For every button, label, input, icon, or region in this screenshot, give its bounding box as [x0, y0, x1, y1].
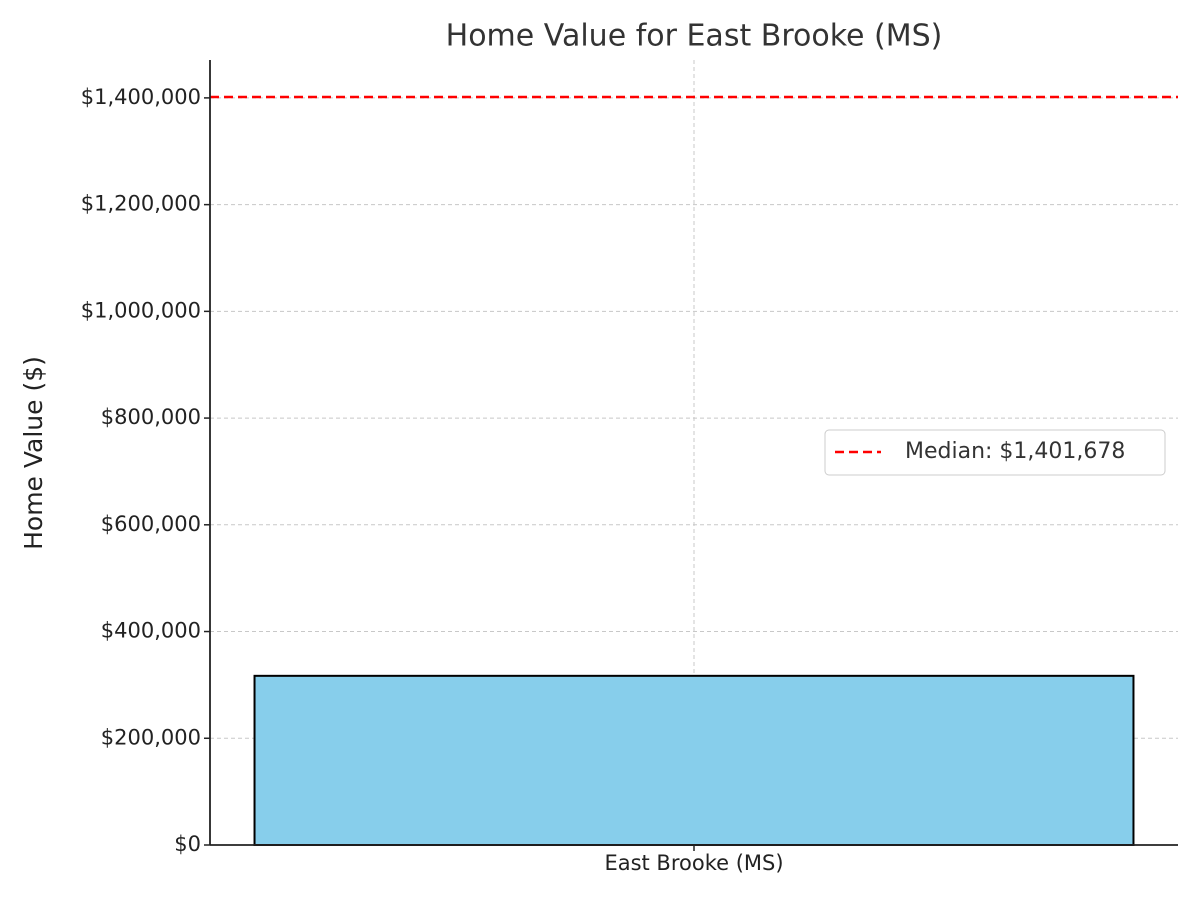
legend-box	[824, 429, 1166, 476]
y-tick-label: $1,000,000	[81, 298, 201, 322]
bar	[253, 674, 1135, 846]
y-tick-label: $800,000	[101, 405, 201, 429]
y-tick-label: $200,000	[101, 725, 201, 749]
x-tick-label: East Brooke (MS)	[604, 851, 783, 875]
y-tick-label: $1,400,000	[81, 85, 201, 109]
y-tick-label: $0	[174, 832, 201, 856]
y-tick-label: $600,000	[101, 512, 201, 536]
chart-title: Home Value for East Brooke (MS)	[446, 19, 943, 54]
y-tick-label: $400,000	[101, 619, 201, 643]
y-tick-label: $1,200,000	[81, 192, 201, 216]
y-axis-label: Home Value ($)	[19, 356, 48, 550]
legend-label: Median: $1,401,678	[905, 439, 1125, 464]
